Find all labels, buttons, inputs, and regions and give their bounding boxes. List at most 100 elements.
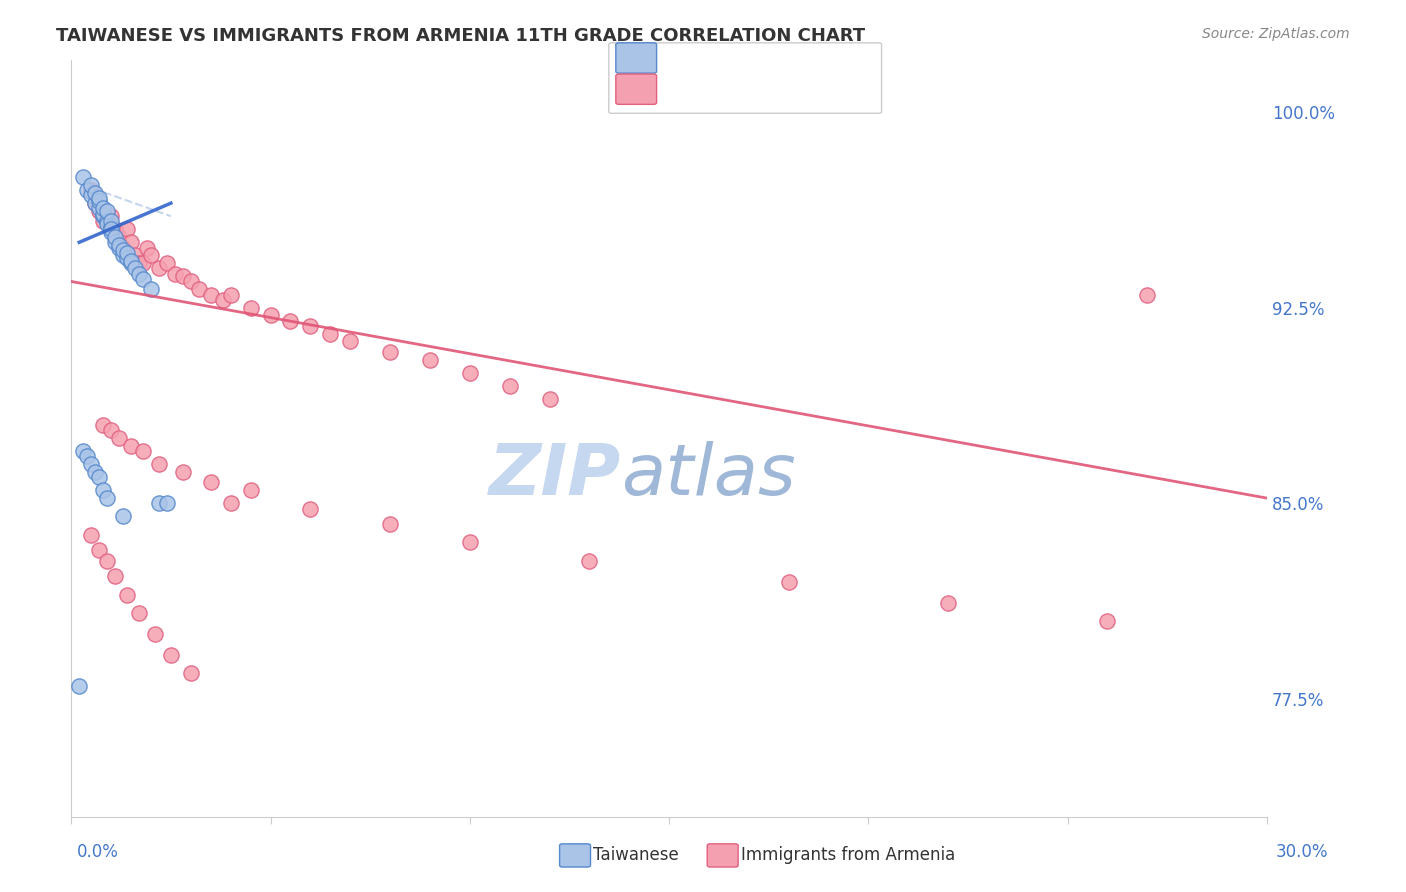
Point [132, 444, 155, 458]
Point [108, 240, 131, 254]
Point [124, 261, 146, 276]
Point [200, 287, 222, 301]
Point [148, 496, 170, 510]
Point [72, 444, 94, 458]
Point [128, 256, 150, 270]
Point [76, 183, 98, 197]
Point [96, 214, 118, 228]
Text: TAIWANESE VS IMMIGRANTS FROM ARMENIA 11TH GRADE CORRELATION CHART: TAIWANESE VS IMMIGRANTS FROM ARMENIA 11T… [56, 27, 865, 45]
Point [89, 194, 111, 208]
Point [120, 253, 142, 268]
Point [143, 627, 166, 641]
Point [211, 293, 233, 307]
Point [280, 313, 302, 327]
Point [458, 366, 481, 380]
Point [89, 204, 111, 219]
Point [112, 243, 135, 257]
Point [91, 209, 114, 223]
Point [108, 431, 131, 445]
Point [100, 222, 122, 236]
Point [84, 196, 107, 211]
Point [156, 496, 179, 510]
Point [172, 269, 194, 284]
Text: atlas: atlas [621, 442, 796, 510]
Point [104, 235, 127, 250]
Point [84, 186, 107, 200]
Point [259, 309, 281, 323]
Point [239, 301, 262, 315]
Point [91, 214, 114, 228]
Point [239, 483, 262, 498]
Point [80, 527, 103, 541]
Point [100, 225, 122, 239]
Point [100, 219, 122, 234]
Point [172, 465, 194, 479]
Point [180, 665, 202, 680]
Text: R = -0.212   N = 63: R = -0.212 N = 63 [661, 78, 838, 96]
Point [91, 202, 114, 216]
Point [120, 235, 142, 250]
Point [91, 483, 114, 498]
Point [96, 491, 118, 505]
Point [936, 595, 959, 609]
Point [132, 272, 155, 286]
Text: R =  0.107   N = 44: R = 0.107 N = 44 [661, 47, 837, 65]
Point [180, 275, 202, 289]
Point [148, 261, 170, 276]
Point [136, 240, 159, 254]
Point [96, 217, 118, 231]
Point [299, 501, 322, 516]
Point [100, 214, 122, 228]
Point [578, 554, 600, 568]
Point [80, 188, 103, 202]
Point [120, 439, 142, 453]
Point [378, 517, 401, 532]
Point [96, 554, 118, 568]
Point [100, 423, 122, 437]
Point [115, 245, 138, 260]
Point [89, 470, 111, 484]
Point [104, 230, 127, 244]
Point [89, 543, 111, 558]
Point [187, 282, 209, 296]
Text: 30.0%: 30.0% [1277, 843, 1329, 861]
Point [112, 509, 135, 524]
Point [163, 267, 186, 281]
Text: Taiwanese: Taiwanese [593, 847, 679, 864]
Point [458, 535, 481, 549]
Point [1136, 287, 1159, 301]
Point [339, 334, 361, 349]
Point [84, 196, 107, 211]
Point [124, 248, 146, 262]
Point [139, 282, 162, 296]
Point [378, 345, 401, 359]
Point [80, 178, 103, 192]
Point [778, 574, 800, 589]
Point [89, 202, 111, 216]
Point [120, 256, 142, 270]
Point [96, 214, 118, 228]
Point [139, 248, 162, 262]
Point [419, 352, 441, 367]
Point [299, 318, 322, 333]
Point [115, 222, 138, 236]
Point [108, 238, 131, 252]
Point [538, 392, 561, 406]
Point [112, 240, 135, 254]
Point [91, 417, 114, 432]
Point [96, 204, 118, 219]
Text: 0.0%: 0.0% [77, 843, 120, 861]
Point [80, 457, 103, 471]
Point [132, 256, 155, 270]
Point [67, 679, 90, 693]
Point [104, 222, 127, 236]
Point [80, 183, 103, 197]
Point [104, 569, 127, 583]
Point [128, 267, 150, 281]
Point [200, 475, 222, 490]
Point [160, 648, 183, 662]
Text: Source: ZipAtlas.com: Source: ZipAtlas.com [1202, 27, 1350, 41]
Point [76, 450, 98, 464]
Point [112, 248, 135, 262]
Text: Immigrants from Armenia: Immigrants from Armenia [741, 847, 955, 864]
